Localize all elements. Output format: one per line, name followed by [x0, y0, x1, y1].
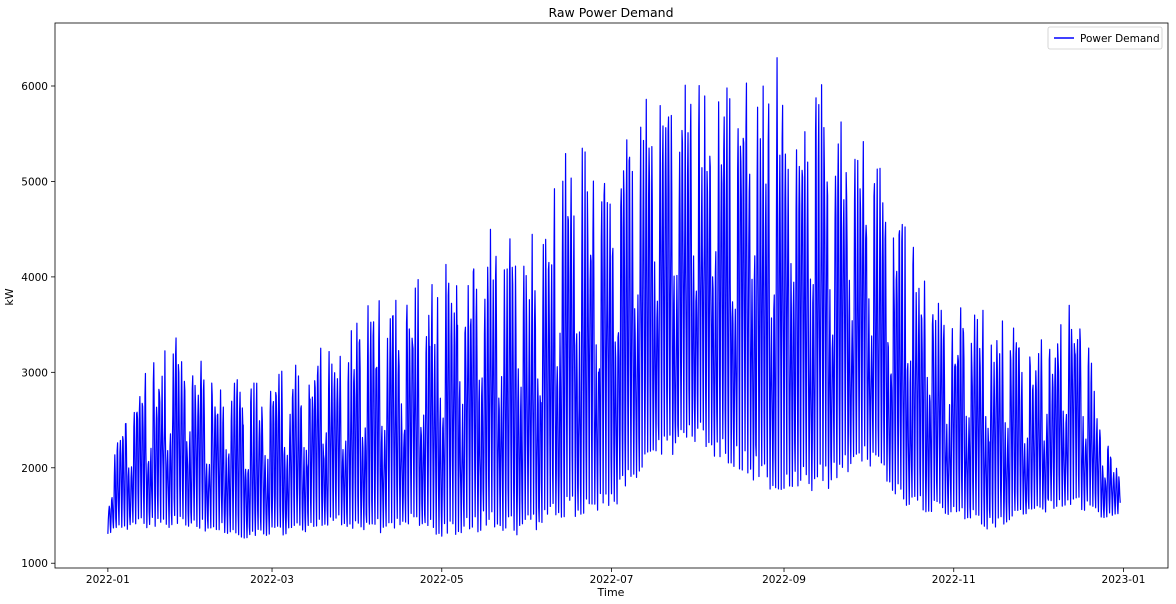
- chart-title: Raw Power Demand: [548, 5, 673, 20]
- y-tick-label: 1000: [21, 558, 48, 570]
- legend: Power Demand: [1047, 26, 1163, 50]
- x-tick-label: 2023-01: [1102, 574, 1146, 586]
- series-line-power-demand: [107, 57, 1121, 539]
- y-tick-label: 2000: [21, 463, 48, 475]
- x-tick-label: 2022-07: [590, 574, 634, 586]
- x-axis-label: Time: [597, 586, 625, 599]
- plot-area: [54, 22, 1169, 569]
- y-axis: 1000 2000 3000 4000 5000 6000: [21, 81, 55, 570]
- y-tick-label: 4000: [21, 272, 48, 284]
- legend-box: [1047, 26, 1163, 50]
- x-axis: 2022-01 2022-03 2022-05 2022-07 2022-09 2022-…: [86, 568, 1145, 586]
- y-tick-label: 3000: [21, 367, 48, 379]
- x-tick-label: 2022-01: [86, 574, 130, 586]
- x-tick-label: 2022-11: [932, 574, 976, 586]
- y-axis-label: kW: [3, 288, 16, 305]
- y-tick-label: 5000: [21, 176, 48, 188]
- x-tick-label: 2022-03: [250, 574, 294, 586]
- x-tick-label: 2022-05: [420, 574, 464, 586]
- x-tick-label: 2022-09: [762, 574, 806, 586]
- y-tick-label: 6000: [21, 81, 48, 93]
- legend-label-power-demand: Power Demand: [1080, 33, 1160, 45]
